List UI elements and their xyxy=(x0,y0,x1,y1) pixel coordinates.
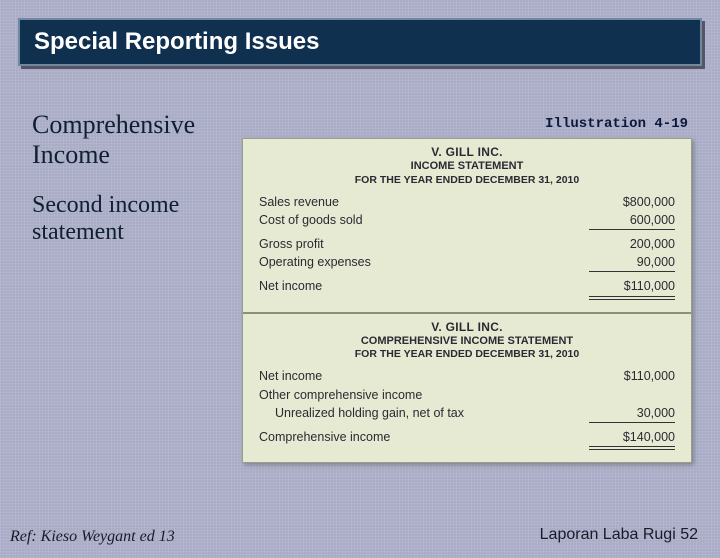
amt-cogs: 600,000 xyxy=(589,211,675,230)
label-oci: Other comprehensive income xyxy=(259,386,422,404)
amt-sales: $800,000 xyxy=(589,193,675,211)
row-sales: Sales revenue $800,000 xyxy=(259,193,675,211)
amt-oci-blank xyxy=(589,386,675,404)
amt-opex: 90,000 xyxy=(589,253,675,272)
amt-uhg: 30,000 xyxy=(589,404,675,423)
stmt1-period: FOR THE YEAR ENDED DECEMBER 31, 2010 xyxy=(259,174,675,187)
label-opex: Operating expenses xyxy=(259,253,371,272)
stmt2-header: V. GILL INC. COMPREHENSIVE INCOME STATEM… xyxy=(259,320,675,362)
heading-second-income-statement: Second income statement xyxy=(32,192,232,247)
stmt1-company: V. GILL INC. xyxy=(259,145,675,160)
row-gross-profit: Gross profit 200,000 xyxy=(259,235,675,253)
stmt2-company: V. GILL INC. xyxy=(259,320,675,335)
row-net-income: Net income $110,000 xyxy=(259,277,675,296)
row-opex: Operating expenses 90,000 xyxy=(259,253,675,272)
amt-gp: 200,000 xyxy=(589,235,675,253)
left-column: Comprehensive Income Second income state… xyxy=(32,110,232,247)
row-oci: Other comprehensive income xyxy=(259,386,675,404)
label-ni: Net income xyxy=(259,277,322,296)
illustration-label: Illustration 4-19 xyxy=(545,116,688,132)
label-gp: Gross profit xyxy=(259,235,324,253)
heading-comprehensive-income: Comprehensive Income xyxy=(32,110,232,170)
row-ci-netincome: Net income $110,000 xyxy=(259,367,675,385)
income-statement: V. GILL INC. INCOME STATEMENT FOR THE YE… xyxy=(243,139,691,314)
stmt1-header: V. GILL INC. INCOME STATEMENT FOR THE YE… xyxy=(259,145,675,187)
slide-title-bar: Special Reporting Issues xyxy=(18,18,702,66)
statements-container: V. GILL INC. INCOME STATEMENT FOR THE YE… xyxy=(242,138,692,463)
label-ci: Comprehensive income xyxy=(259,428,390,447)
footer-page: Laporan Laba Rugi 52 xyxy=(540,526,698,544)
comprehensive-income-statement: V. GILL INC. COMPREHENSIVE INCOME STATEM… xyxy=(243,314,691,462)
amt-ci-ni: $110,000 xyxy=(589,367,675,385)
row-comprehensive-income: Comprehensive income $140,000 xyxy=(259,428,675,447)
row-unrealized-gain: Unrealized holding gain, net of tax 30,0… xyxy=(259,404,675,423)
stmt2-period: FOR THE YEAR ENDED DECEMBER 31, 2010 xyxy=(259,348,675,361)
footer-ref: Ref: Kieso Weygant ed 13 xyxy=(10,528,175,546)
stmt1-title: INCOME STATEMENT xyxy=(259,160,675,174)
label-cogs: Cost of goods sold xyxy=(259,211,363,230)
label-sales: Sales revenue xyxy=(259,193,339,211)
label-ci-ni: Net income xyxy=(259,367,322,385)
label-uhg: Unrealized holding gain, net of tax xyxy=(259,404,464,423)
amt-ci: $140,000 xyxy=(589,428,675,447)
row-cogs: Cost of goods sold 600,000 xyxy=(259,211,675,230)
stmt2-title: COMPREHENSIVE INCOME STATEMENT xyxy=(259,335,675,349)
amt-ni: $110,000 xyxy=(589,277,675,296)
slide-title: Special Reporting Issues xyxy=(34,28,686,56)
